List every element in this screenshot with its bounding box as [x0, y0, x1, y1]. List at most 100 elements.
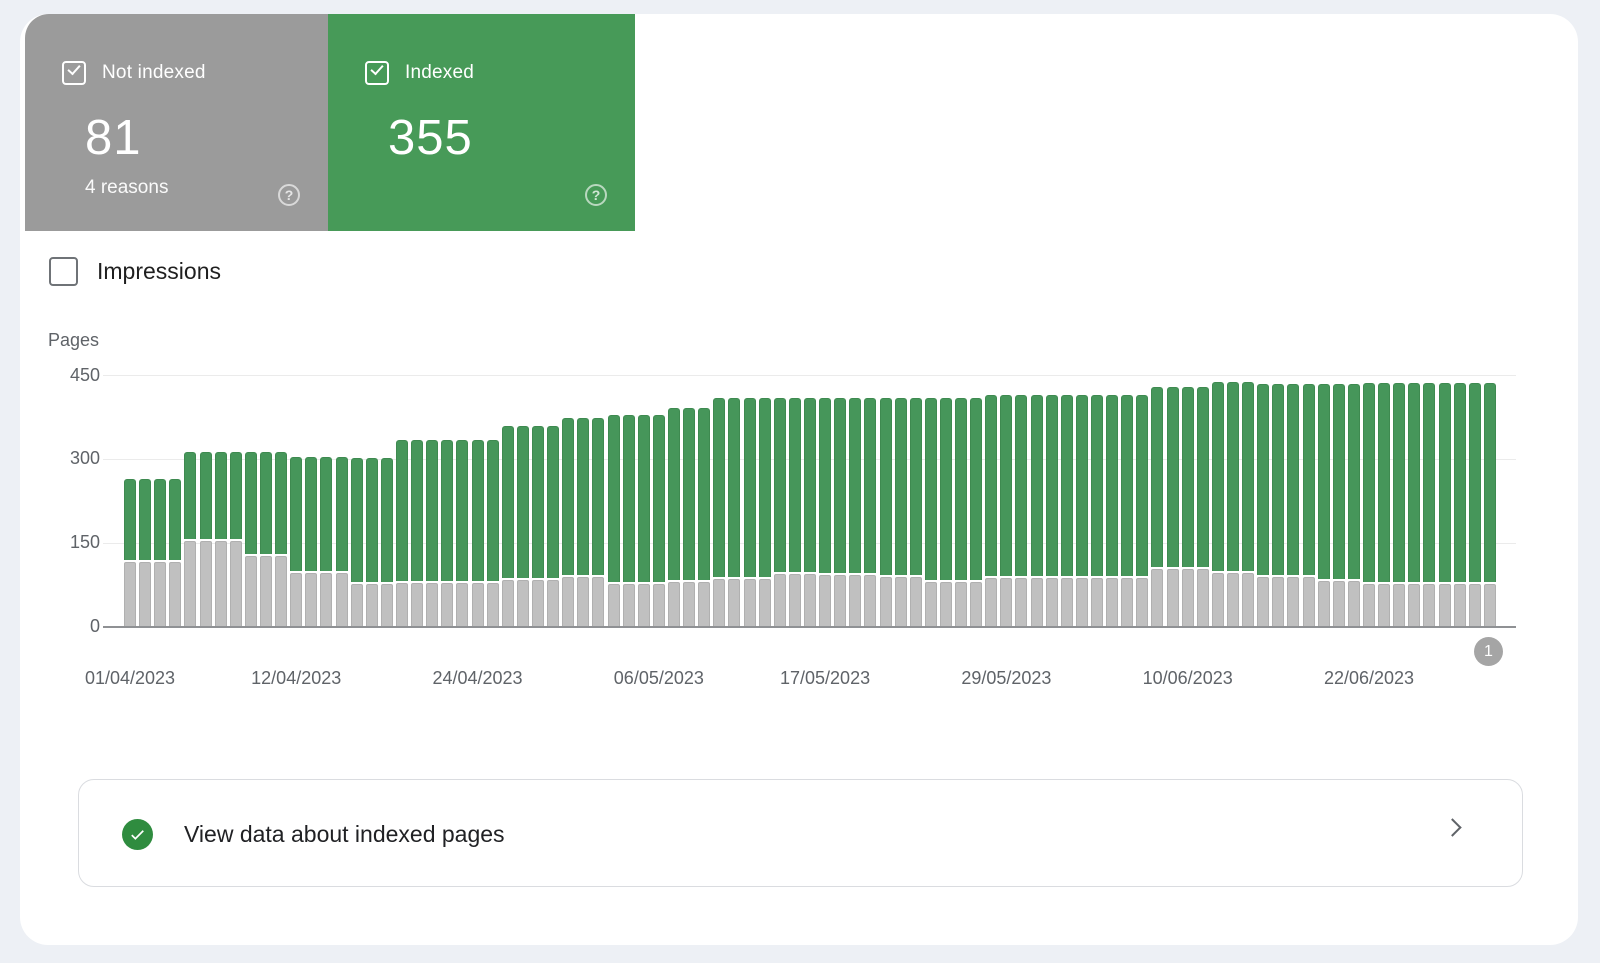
chart-bar[interactable]	[788, 397, 801, 627]
chart-bar[interactable]	[683, 407, 696, 627]
impressions-checkbox[interactable]	[49, 257, 78, 286]
chart-bar[interactable]	[894, 397, 907, 627]
chart-bar[interactable]	[184, 451, 197, 627]
impressions-toggle[interactable]: Impressions	[49, 257, 221, 286]
chart-bar[interactable]	[259, 451, 272, 627]
chart-bar[interactable]	[1272, 383, 1285, 627]
chart-bar[interactable]	[1060, 394, 1073, 627]
chart-bar[interactable]	[819, 397, 832, 627]
chart-bar[interactable]	[305, 456, 318, 627]
chart-bar[interactable]	[335, 456, 348, 627]
chart-bar[interactable]	[1393, 383, 1406, 627]
chart-bar[interactable]	[365, 457, 378, 627]
chart-bar[interactable]	[426, 439, 439, 627]
chart-bar[interactable]	[667, 407, 680, 627]
chart-bar[interactable]	[501, 425, 514, 627]
chart-bar[interactable]	[985, 394, 998, 627]
chart-bar[interactable]	[1423, 383, 1436, 627]
chart-bar[interactable]	[169, 479, 182, 627]
chart-bar[interactable]	[471, 439, 484, 627]
chart-bar[interactable]	[1151, 386, 1164, 627]
chart-bar[interactable]	[1136, 394, 1149, 627]
not-indexed-card[interactable]: Not indexed 81 4 reasons ?	[25, 14, 328, 231]
chart-bar[interactable]	[773, 397, 786, 627]
chart-bar[interactable]	[637, 414, 650, 627]
chart-bar[interactable]	[622, 414, 635, 627]
chart-bar[interactable]	[395, 439, 408, 627]
chart-bar[interactable]	[275, 451, 288, 627]
chart-bar[interactable]	[547, 425, 560, 627]
chart-bar[interactable]	[1045, 394, 1058, 627]
pagination-badge[interactable]: 1	[1474, 637, 1503, 666]
chart-bar[interactable]	[758, 397, 771, 627]
chart-bar[interactable]	[592, 417, 605, 627]
chart-bar[interactable]	[939, 397, 952, 627]
chart-bar[interactable]	[411, 439, 424, 627]
chart-bar[interactable]	[970, 397, 983, 627]
chevron-right-icon[interactable]	[1446, 821, 1460, 835]
chart-bar[interactable]	[139, 479, 152, 627]
chart-bar[interactable]	[698, 407, 711, 627]
not-indexed-checkbox-icon[interactable]	[62, 61, 86, 85]
chart-bar[interactable]	[1030, 394, 1043, 627]
chart-bar[interactable]	[229, 451, 242, 627]
chart-bar[interactable]	[1000, 394, 1013, 627]
chart-bar[interactable]	[199, 451, 212, 627]
chart-bar[interactable]	[1438, 383, 1451, 627]
chart-bar[interactable]	[1242, 381, 1255, 627]
chart-bar[interactable]	[834, 397, 847, 627]
chart-bar[interactable]	[1075, 394, 1088, 627]
chart-bar[interactable]	[456, 439, 469, 627]
chart-bar[interactable]	[1302, 383, 1315, 627]
chart-bar[interactable]	[380, 457, 393, 627]
chart-bar[interactable]	[1121, 394, 1134, 627]
chart-bar[interactable]	[1483, 383, 1496, 627]
chart-bar[interactable]	[864, 397, 877, 627]
chart-bar[interactable]	[441, 439, 454, 627]
chart-bar[interactable]	[1453, 383, 1466, 627]
chart-bar[interactable]	[909, 397, 922, 627]
chart-bar[interactable]	[1091, 394, 1104, 627]
chart-bar[interactable]	[1196, 386, 1209, 627]
chart-bar[interactable]	[1468, 383, 1481, 627]
chart-bar[interactable]	[1347, 383, 1360, 627]
indexed-checkbox-icon[interactable]	[365, 61, 389, 85]
chart-bar[interactable]	[1106, 394, 1119, 627]
chart-bar[interactable]	[728, 397, 741, 627]
chart-bar[interactable]	[1166, 386, 1179, 627]
chart-bar[interactable]	[1317, 383, 1330, 627]
indexed-card[interactable]: Indexed 355 ?	[328, 14, 635, 231]
chart-bar[interactable]	[531, 425, 544, 627]
chart-bar[interactable]	[1257, 383, 1270, 627]
chart-bar[interactable]	[577, 417, 590, 627]
chart-bar[interactable]	[713, 397, 726, 627]
chart-bar[interactable]	[244, 451, 257, 627]
chart-bar[interactable]	[1287, 383, 1300, 627]
chart-bar[interactable]	[1378, 383, 1391, 627]
chart-bar[interactable]	[743, 397, 756, 627]
chart-bar[interactable]	[1015, 394, 1028, 627]
chart-bar[interactable]	[1227, 381, 1240, 627]
chart-bar[interactable]	[849, 397, 862, 627]
chart-bar[interactable]	[803, 397, 816, 627]
help-icon[interactable]: ?	[585, 184, 607, 206]
chart-bar[interactable]	[924, 397, 937, 627]
chart-bar[interactable]	[1211, 381, 1224, 627]
chart-bar[interactable]	[652, 414, 665, 627]
chart-bar[interactable]	[1363, 383, 1376, 627]
chart-bar[interactable]	[154, 479, 167, 627]
chart-bar[interactable]	[486, 439, 499, 627]
chart-bar[interactable]	[290, 456, 303, 627]
chart-bar[interactable]	[214, 451, 227, 627]
chart-bar[interactable]	[607, 414, 620, 627]
chart-bar[interactable]	[879, 397, 892, 627]
view-indexed-pages-link[interactable]: View data about indexed pages	[78, 779, 1523, 887]
chart-bar[interactable]	[124, 479, 136, 627]
chart-bar[interactable]	[1181, 386, 1194, 627]
chart-bar[interactable]	[320, 456, 333, 627]
chart-bar[interactable]	[562, 417, 575, 627]
chart-bar[interactable]	[350, 457, 363, 627]
chart-bar[interactable]	[1408, 383, 1421, 627]
help-icon[interactable]: ?	[278, 184, 300, 206]
chart-bar[interactable]	[1332, 383, 1345, 627]
